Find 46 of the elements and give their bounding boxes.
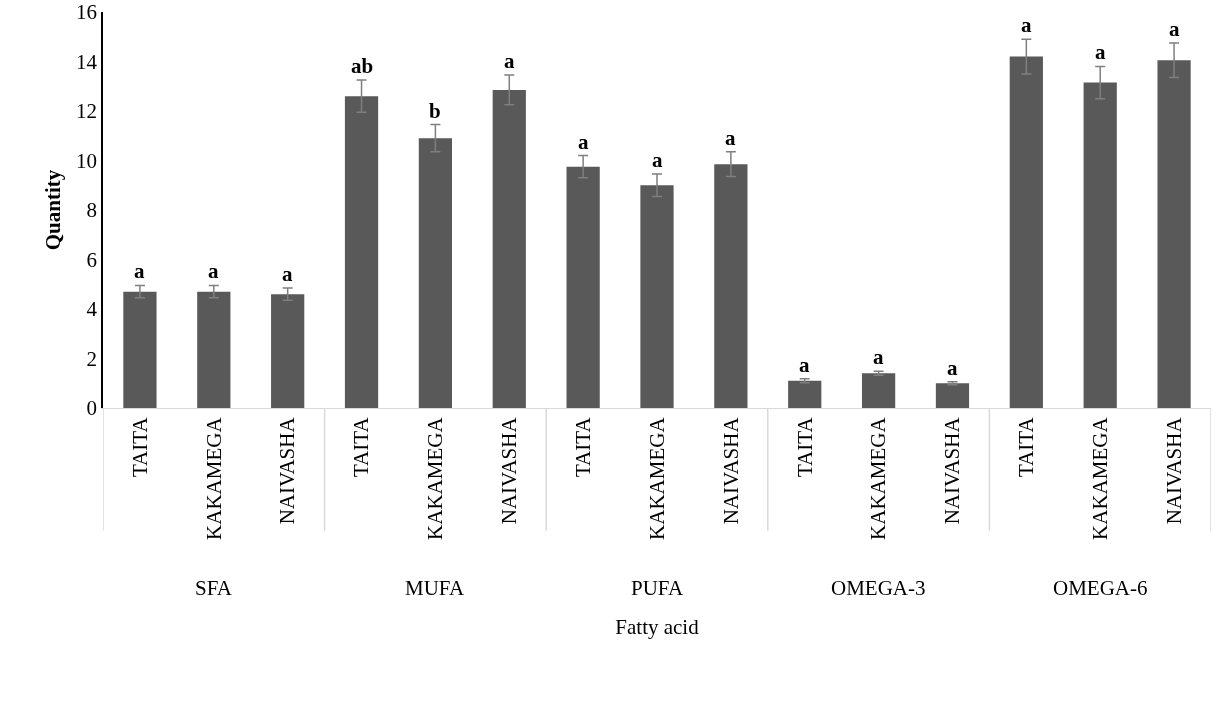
y-tick-label: 4	[86, 297, 98, 322]
data-label: a	[504, 49, 515, 73]
y-tick-label: 12	[76, 99, 98, 124]
data-label: a	[1095, 40, 1106, 64]
data-label: a	[1169, 17, 1180, 41]
y-tick-label: 6	[86, 247, 98, 272]
data-label: a	[208, 259, 219, 283]
x-tick-label: KAKAMEGA	[644, 416, 669, 540]
text: OMEGA-6	[1053, 576, 1148, 600]
data-label: ab	[351, 54, 374, 78]
data-label: a	[652, 148, 663, 172]
x-tick-label: TAITA	[127, 416, 152, 478]
y-tick-label: 8	[86, 198, 98, 223]
x-tick-label: KAKAMEGA	[423, 416, 448, 540]
text: SFA	[195, 576, 233, 600]
y-tick-label: 2	[86, 346, 98, 371]
x-tick-label: NAIVASHA	[940, 416, 965, 525]
text: PUFA	[631, 576, 684, 600]
data-label: b	[429, 99, 441, 123]
x-tick-label: KAKAMEGA	[1088, 416, 1113, 540]
y-tick-label: 16	[76, 0, 98, 25]
x-tick-label: TAITA	[349, 416, 374, 478]
x-tick-label: TAITA	[1014, 416, 1039, 478]
x-tick-label: NAIVASHA	[1161, 416, 1186, 525]
x-tick-label: NAIVASHA	[718, 416, 743, 525]
y-axis-title: Quantity	[40, 169, 65, 251]
data-label: a	[1021, 13, 1032, 37]
data-label: a	[725, 126, 736, 150]
x-tick-label: NAIVASHA	[497, 416, 522, 525]
data-label: a	[282, 262, 293, 286]
data-label: a	[799, 353, 810, 377]
data-label: a	[134, 259, 145, 283]
x-tick-label: KAKAMEGA	[201, 416, 226, 540]
y-tick-label: 0	[86, 396, 98, 421]
y-tick-label: 14	[76, 49, 98, 74]
data-label: a	[873, 345, 884, 369]
data-label: a	[947, 356, 958, 380]
x-tick-label: TAITA	[570, 416, 595, 478]
x-tick-label: NAIVASHA	[275, 416, 300, 525]
text: MUFA	[405, 576, 465, 600]
text: OMEGA-3	[831, 576, 926, 600]
x-axis-title: Fatty acid	[615, 615, 700, 640]
x-tick-label: TAITA	[792, 416, 817, 478]
data-label: a	[578, 130, 589, 154]
x-tick-label: KAKAMEGA	[866, 416, 891, 540]
y-tick-label: 10	[76, 148, 98, 173]
